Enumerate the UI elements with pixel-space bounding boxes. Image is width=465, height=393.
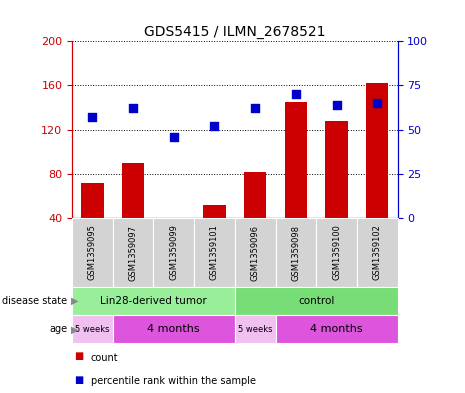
Text: percentile rank within the sample: percentile rank within the sample — [91, 376, 256, 386]
Text: disease state: disease state — [2, 296, 67, 306]
Text: 5 weeks: 5 weeks — [238, 325, 272, 334]
Text: control: control — [298, 296, 334, 306]
Text: age: age — [49, 324, 67, 334]
Point — [252, 105, 259, 112]
Text: 4 months: 4 months — [147, 324, 200, 334]
Point — [292, 91, 299, 97]
Point — [333, 102, 340, 108]
Point — [170, 134, 178, 140]
Bar — [122, 163, 144, 218]
Text: GSM1359102: GSM1359102 — [373, 224, 382, 281]
Text: count: count — [91, 353, 118, 362]
Text: GSM1359099: GSM1359099 — [169, 224, 178, 281]
Bar — [326, 121, 348, 218]
Bar — [366, 83, 388, 218]
Bar — [285, 102, 307, 218]
Text: GSM1359098: GSM1359098 — [292, 224, 300, 281]
Bar — [81, 183, 104, 218]
Bar — [244, 172, 266, 218]
Text: GSM1359096: GSM1359096 — [251, 224, 259, 281]
Text: ■: ■ — [74, 375, 84, 385]
Text: GSM1359101: GSM1359101 — [210, 224, 219, 281]
Text: Lin28-derived tumor: Lin28-derived tumor — [100, 296, 207, 306]
Text: ■: ■ — [74, 351, 84, 361]
Text: GSM1359095: GSM1359095 — [88, 224, 97, 281]
Point — [129, 105, 137, 112]
Point — [211, 123, 218, 129]
Text: GSM1359100: GSM1359100 — [332, 224, 341, 281]
Text: ▶: ▶ — [71, 296, 79, 306]
Text: 5 weeks: 5 weeks — [75, 325, 110, 334]
Point — [89, 114, 96, 121]
Text: ▶: ▶ — [71, 324, 79, 334]
Text: 4 months: 4 months — [310, 324, 363, 334]
Title: GDS5415 / ILMN_2678521: GDS5415 / ILMN_2678521 — [144, 25, 326, 39]
Text: GSM1359097: GSM1359097 — [129, 224, 138, 281]
Bar — [203, 205, 226, 218]
Bar — [163, 218, 185, 220]
Point — [373, 100, 381, 106]
